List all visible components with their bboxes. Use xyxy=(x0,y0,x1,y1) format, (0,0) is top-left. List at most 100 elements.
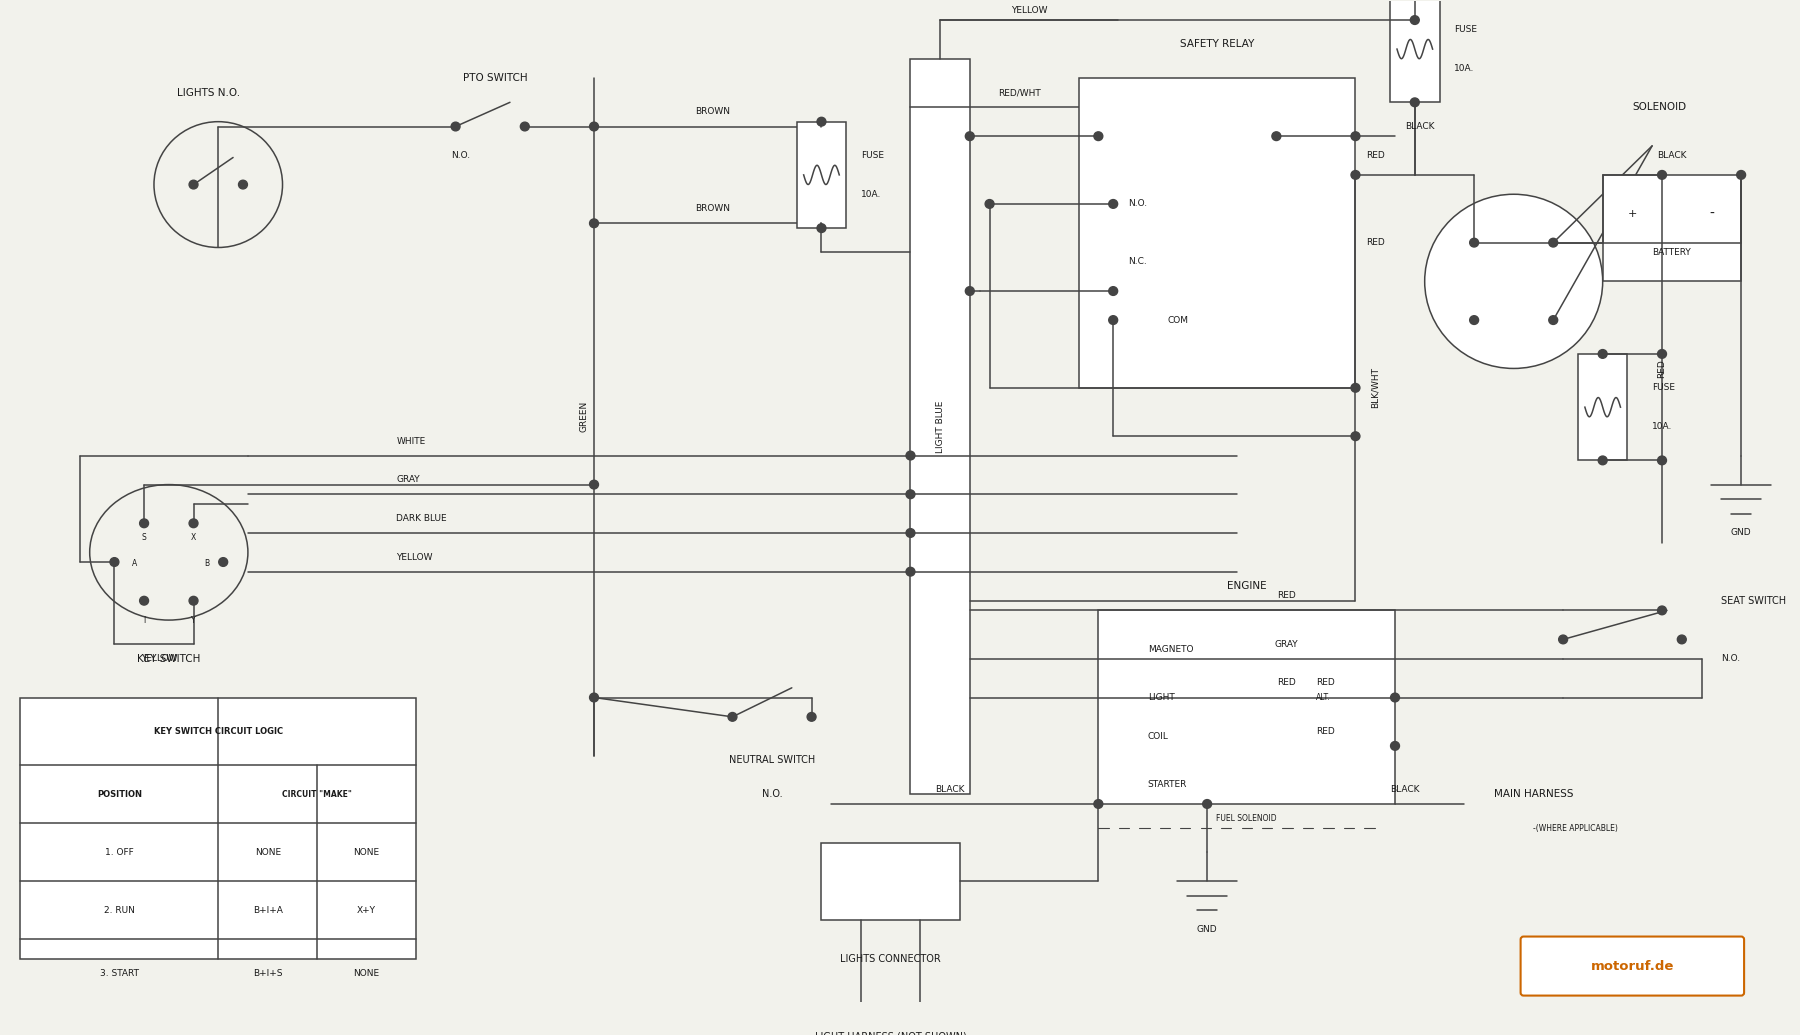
Text: +: + xyxy=(1627,209,1636,218)
Text: CIRCUIT "MAKE": CIRCUIT "MAKE" xyxy=(283,790,353,799)
Circle shape xyxy=(806,712,815,721)
Text: YELLOW: YELLOW xyxy=(396,553,432,562)
Text: GND: GND xyxy=(1732,529,1751,537)
Text: S: S xyxy=(142,533,146,542)
Circle shape xyxy=(140,519,149,528)
Text: LIGHTS N.O.: LIGHTS N.O. xyxy=(176,88,239,97)
Text: FUSE: FUSE xyxy=(1652,383,1676,392)
Text: GRAY: GRAY xyxy=(1274,640,1298,649)
Text: N.C.: N.C. xyxy=(1129,258,1147,266)
Text: I: I xyxy=(142,616,146,624)
Text: -(WHERE APPLICABLE): -(WHERE APPLICABLE) xyxy=(1534,824,1618,832)
Text: 10A.: 10A. xyxy=(1454,64,1474,72)
Text: B: B xyxy=(203,560,209,568)
Text: RED: RED xyxy=(1276,591,1296,600)
Text: BLACK: BLACK xyxy=(936,785,965,794)
Circle shape xyxy=(590,122,598,130)
Text: GND: GND xyxy=(1197,925,1217,935)
Text: NONE: NONE xyxy=(353,969,380,978)
Bar xyxy=(797,122,846,228)
Text: COM: COM xyxy=(1168,316,1188,325)
Circle shape xyxy=(1109,287,1118,295)
Text: NEUTRAL SWITCH: NEUTRAL SWITCH xyxy=(729,756,815,766)
Bar xyxy=(20,698,416,958)
Text: RED: RED xyxy=(1316,679,1336,687)
Circle shape xyxy=(520,122,529,130)
Circle shape xyxy=(905,567,914,576)
Circle shape xyxy=(590,693,598,702)
Circle shape xyxy=(1658,456,1667,465)
Text: NONE: NONE xyxy=(254,848,281,857)
Circle shape xyxy=(140,596,149,605)
Text: RED: RED xyxy=(1658,359,1667,378)
Text: SAFETY RELAY: SAFETY RELAY xyxy=(1179,39,1255,50)
Text: PTO SWITCH: PTO SWITCH xyxy=(463,73,527,83)
Text: BLACK: BLACK xyxy=(1406,122,1435,131)
Ellipse shape xyxy=(90,484,248,620)
Text: ALT.: ALT. xyxy=(1316,693,1330,702)
Text: YELLOW: YELLOW xyxy=(140,654,176,663)
Circle shape xyxy=(1411,16,1418,25)
Circle shape xyxy=(1094,131,1103,141)
Text: N.O.: N.O. xyxy=(761,790,783,799)
Circle shape xyxy=(1352,131,1361,141)
Text: B+I+S: B+I+S xyxy=(254,969,283,978)
Text: WHITE: WHITE xyxy=(396,437,425,445)
Text: MAIN HARNESS: MAIN HARNESS xyxy=(1494,790,1573,799)
Circle shape xyxy=(965,287,974,295)
Circle shape xyxy=(817,224,826,233)
Text: KEY SWITCH: KEY SWITCH xyxy=(137,654,200,663)
Text: DARK BLUE: DARK BLUE xyxy=(396,514,446,523)
Text: -: - xyxy=(1708,207,1714,220)
Text: POSITION: POSITION xyxy=(97,790,142,799)
Circle shape xyxy=(189,180,198,189)
Text: BROWN: BROWN xyxy=(695,204,731,213)
Text: 10A.: 10A. xyxy=(1652,422,1672,431)
Bar xyxy=(1390,0,1440,102)
Text: FUEL SOLENOID: FUEL SOLENOID xyxy=(1217,814,1276,823)
Text: N.O.: N.O. xyxy=(450,151,470,160)
Text: A: A xyxy=(131,560,137,568)
Circle shape xyxy=(1737,171,1746,179)
Circle shape xyxy=(965,131,974,141)
Text: LIGHT BLUE: LIGHT BLUE xyxy=(936,401,945,452)
Text: RED: RED xyxy=(1276,679,1296,687)
Circle shape xyxy=(1273,131,1282,141)
Circle shape xyxy=(1411,98,1418,107)
Text: SOLENOID: SOLENOID xyxy=(1633,102,1687,112)
Text: RED: RED xyxy=(1316,727,1336,736)
Text: 3. START: 3. START xyxy=(99,969,139,978)
Text: GREEN: GREEN xyxy=(580,402,589,433)
Text: COIL: COIL xyxy=(1148,732,1168,741)
Text: Y: Y xyxy=(191,616,196,624)
Circle shape xyxy=(110,558,119,566)
Text: B+I+A: B+I+A xyxy=(252,906,283,915)
Circle shape xyxy=(1202,800,1211,808)
Circle shape xyxy=(1658,171,1667,179)
Circle shape xyxy=(1469,316,1478,324)
Text: X+Y: X+Y xyxy=(356,906,376,915)
FancyBboxPatch shape xyxy=(1521,937,1744,996)
Circle shape xyxy=(817,117,826,126)
Circle shape xyxy=(1391,693,1399,702)
Circle shape xyxy=(452,122,461,130)
Text: ENGINE: ENGINE xyxy=(1228,582,1267,591)
Text: motoruf.de: motoruf.de xyxy=(1591,960,1674,973)
Circle shape xyxy=(239,180,247,189)
Circle shape xyxy=(1109,200,1118,208)
Bar xyxy=(911,59,970,794)
Circle shape xyxy=(1094,800,1103,808)
Circle shape xyxy=(1352,171,1361,179)
Text: YELLOW: YELLOW xyxy=(1012,6,1048,14)
Circle shape xyxy=(220,558,227,566)
Text: FUSE: FUSE xyxy=(860,151,884,160)
Circle shape xyxy=(155,122,283,247)
Circle shape xyxy=(1598,350,1607,358)
Text: X: X xyxy=(191,533,196,542)
Text: STARTER: STARTER xyxy=(1148,780,1188,789)
Text: LIGHT HARNESS (NOT SHOWN): LIGHT HARNESS (NOT SHOWN) xyxy=(815,1031,967,1035)
Circle shape xyxy=(590,480,598,489)
Bar xyxy=(1579,354,1627,461)
Circle shape xyxy=(1352,432,1361,441)
Text: LIGHTS CONNECTOR: LIGHTS CONNECTOR xyxy=(841,954,941,964)
